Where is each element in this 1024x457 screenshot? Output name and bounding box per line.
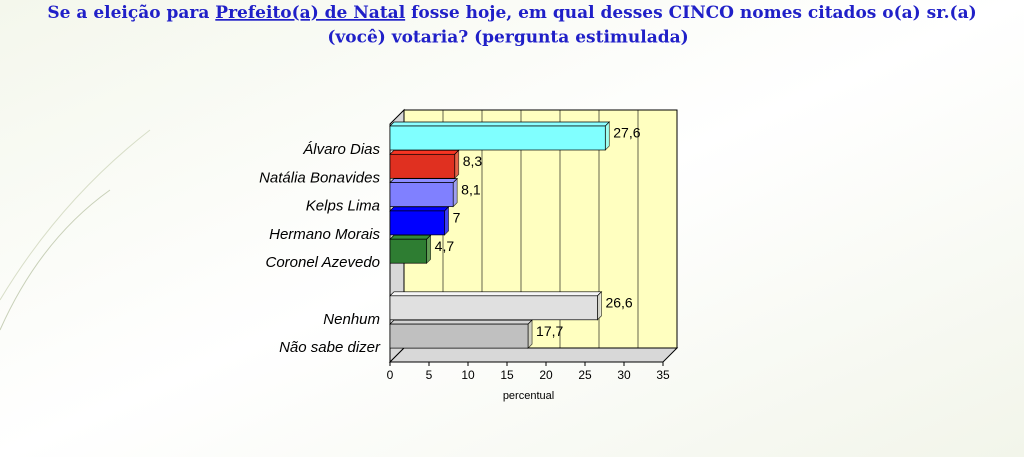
x-tick-label: 25 <box>578 368 592 382</box>
bar-top <box>389 149 460 155</box>
bar <box>389 125 606 151</box>
data-label: 27,6 <box>613 125 640 141</box>
data-label: 4,7 <box>435 238 455 254</box>
bar <box>389 153 456 179</box>
bar-side <box>444 206 449 236</box>
x-tick-label: 5 <box>426 368 433 382</box>
bar-top <box>389 206 450 212</box>
bar-side <box>454 149 460 180</box>
title-part: fosse hoje, em qual desses CINCO nomes c… <box>405 3 976 23</box>
x-tick-label: 20 <box>539 368 553 382</box>
bar-top <box>389 121 611 127</box>
chart-title: Se a eleição para Prefeito(a) de Natal f… <box>47 3 976 23</box>
x-tick-label: 10 <box>461 368 475 382</box>
y-tick-label: Álvaro Dias <box>302 141 380 158</box>
x-tick-label: 30 <box>617 368 631 382</box>
bar <box>389 210 445 236</box>
bar-top <box>389 234 432 240</box>
bar-side <box>597 290 602 321</box>
y-tick-label: Hermano Morais <box>269 226 380 243</box>
bar-side <box>527 319 533 349</box>
bar-side <box>604 121 610 151</box>
bar <box>389 295 598 321</box>
y-tick-label: Kelps Lima <box>306 198 380 215</box>
y-tick-label: Nenhum <box>323 311 380 328</box>
bar <box>389 323 529 349</box>
bar-side <box>426 234 432 265</box>
x-tick-label: 15 <box>500 368 514 382</box>
bar <box>389 182 454 207</box>
decor-curve <box>0 129 151 301</box>
plot: 0 5 10 15 20 25 30 35 percentual Álvaro Dias 27,6 N… <box>259 108 679 402</box>
data-label: 8,3 <box>463 153 483 169</box>
y-tick-label: Não sabe dizer <box>279 339 381 356</box>
data-label: 17,7 <box>536 323 563 339</box>
x-axis-label: percentual <box>503 390 554 402</box>
data-label: 8,1 <box>461 181 481 197</box>
y-tick-label: Coronel Azevedo <box>265 254 380 271</box>
title-part: Se a eleição para <box>47 3 215 23</box>
chart-title: (você) votaria? (pergunta estimulada) <box>327 28 688 48</box>
decor-curve <box>0 189 111 331</box>
title-part: Prefeito(a) de Natal <box>215 3 405 23</box>
x-tick-label: 0 <box>387 368 394 382</box>
data-label: 26,6 <box>605 295 632 311</box>
bar-top <box>389 291 603 297</box>
floor <box>388 347 679 363</box>
bar-top <box>389 178 459 183</box>
bar-side <box>452 177 458 208</box>
data-label: 7 <box>453 210 461 226</box>
x-tick-label: 35 <box>656 368 670 382</box>
bar-top <box>389 319 533 325</box>
bar <box>389 238 428 264</box>
y-tick-label: Natália Bonavides <box>259 169 380 186</box>
